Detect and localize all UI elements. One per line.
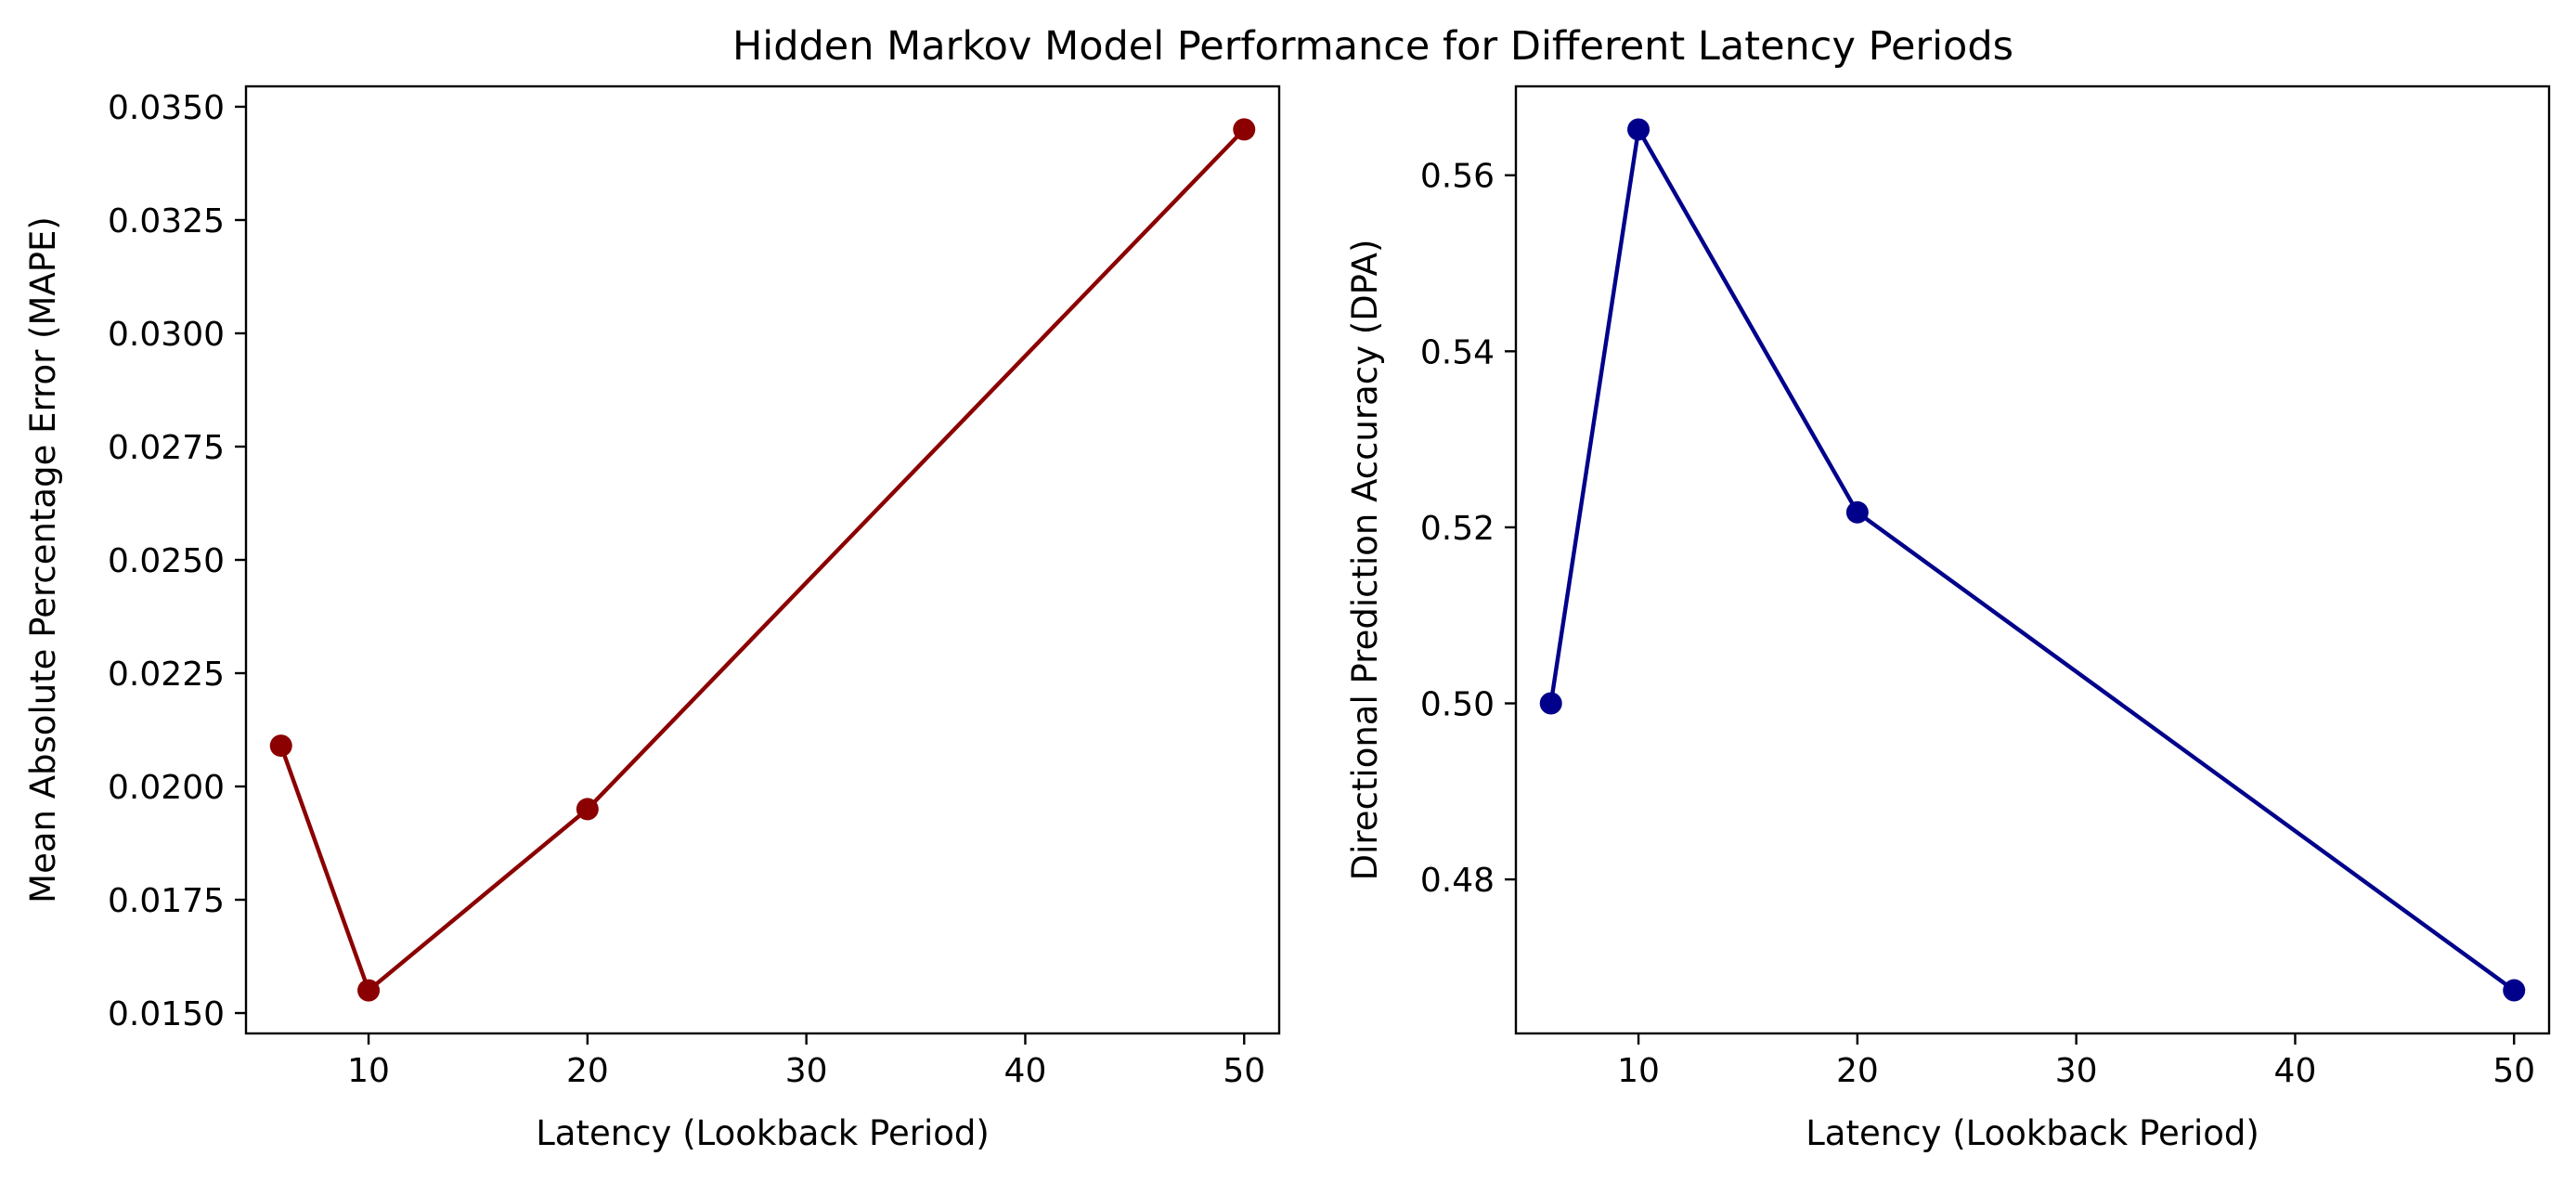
dpa-y-axis-label: Directional Prediction Accuracy (DPA) bbox=[1345, 240, 1385, 881]
dpa-plot-area bbox=[1539, 118, 2526, 1002]
mape-ticks: 10 20 30 40 50 0.0150 0.0175 0.0200 0.0225 0.0250… bbox=[108, 89, 1265, 1090]
dpa-y-tick-label: 0.56 bbox=[1420, 158, 1495, 196]
mape-data-point bbox=[357, 979, 381, 1002]
mape-x-tick-label: 30 bbox=[785, 1052, 828, 1090]
mape-y-tick-label: 0.0325 bbox=[108, 202, 225, 240]
dpa-y-tick-label: 0.48 bbox=[1420, 862, 1495, 900]
dpa-x-tick-label: 20 bbox=[1836, 1052, 1879, 1090]
dpa-y-tick-label: 0.50 bbox=[1420, 686, 1495, 724]
dpa-x-tick-label: 40 bbox=[2274, 1052, 2317, 1090]
mape-x-tick-label: 40 bbox=[1004, 1052, 1047, 1090]
dpa-x-tick-label: 50 bbox=[2492, 1052, 2535, 1090]
mape-y-tick-label: 0.0275 bbox=[108, 429, 225, 467]
mape-y-tick-label: 0.0200 bbox=[108, 769, 225, 807]
dpa-x-axis-label: Latency (Lookback Period) bbox=[1806, 1113, 2259, 1153]
mape-y-tick-label: 0.0225 bbox=[108, 656, 225, 694]
dpa-y-tick-label: 0.52 bbox=[1420, 510, 1495, 548]
mape-x-tick-label: 50 bbox=[1223, 1052, 1265, 1090]
dpa-data-point bbox=[2503, 979, 2526, 1002]
mape-data-point bbox=[576, 798, 599, 821]
mape-data-point bbox=[269, 734, 292, 758]
mape-y-tick-label: 0.0175 bbox=[108, 882, 225, 920]
mape-x-axis-label: Latency (Lookback Period) bbox=[536, 1113, 990, 1153]
mape-y-tick-label: 0.0350 bbox=[108, 89, 225, 127]
dpa-axes-frame bbox=[1514, 84, 2551, 1035]
mape-series-line bbox=[278, 127, 1247, 993]
mape-y-tick-label: 0.0250 bbox=[108, 542, 225, 580]
dpa-series-line bbox=[1548, 127, 2517, 993]
mape-y-tick-label: 0.0300 bbox=[108, 316, 225, 354]
dpa-ticks: 10 20 30 40 50 0.48 0.50 0.52 0.54 0.56 bbox=[1420, 158, 2535, 1090]
mape-x-tick-label: 10 bbox=[347, 1052, 390, 1090]
figure-title: Hidden Markov Model Performance for Diff… bbox=[732, 23, 2013, 70]
mape-plot-area bbox=[269, 118, 1256, 1002]
mape-x-tick-label: 20 bbox=[566, 1052, 609, 1090]
dpa-data-point bbox=[1539, 692, 1562, 715]
dpa-data-point bbox=[1845, 500, 1869, 524]
mape-data-point bbox=[1233, 118, 1256, 141]
dpa-panel: 10 20 30 40 50 0.48 0.50 0.52 0.54 0.56 Latency (… bbox=[1345, 84, 2551, 1153]
dpa-y-tick-label: 0.54 bbox=[1420, 333, 1495, 371]
dpa-data-point bbox=[1627, 118, 1650, 141]
mape-panel: 10 20 30 40 50 0.0150 0.0175 0.0200 0.0225 0.0250… bbox=[23, 84, 1281, 1153]
dpa-x-tick-label: 30 bbox=[2055, 1052, 2098, 1090]
mape-y-axis-label: Mean Absolute Percentage Error (MAPE) bbox=[23, 216, 63, 903]
dpa-x-tick-label: 10 bbox=[1617, 1052, 1660, 1090]
mape-y-tick-label: 0.0150 bbox=[108, 995, 225, 1033]
